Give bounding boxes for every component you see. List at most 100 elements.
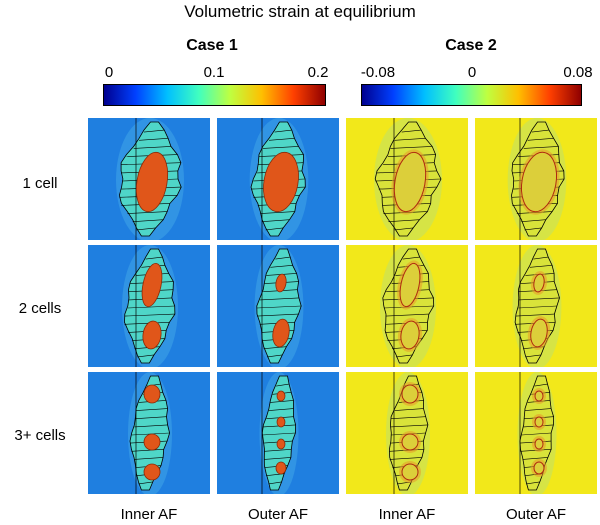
mesh-line (270, 265, 293, 268)
cell (263, 151, 299, 213)
mesh-line (132, 219, 164, 222)
mesh-line (394, 408, 424, 411)
mesh-line (391, 416, 426, 419)
cell (275, 461, 287, 475)
cell (143, 433, 161, 451)
strain-panel (217, 372, 339, 494)
mesh-line (525, 354, 542, 358)
cell (135, 151, 169, 213)
mesh-line (522, 457, 548, 460)
strain-panel (217, 245, 339, 367)
strain-panel (475, 372, 597, 494)
mesh-line (268, 481, 282, 485)
mesh-line (262, 146, 299, 149)
cell (399, 382, 421, 406)
mesh-line (136, 227, 156, 231)
mesh-line (526, 481, 540, 485)
mesh-line (518, 297, 560, 301)
cell (276, 438, 286, 450)
mesh-line (518, 305, 557, 309)
cell (527, 316, 551, 350)
cell (532, 388, 546, 404)
mesh-line (529, 265, 553, 268)
strain-panel (475, 245, 597, 367)
mesh-line (136, 408, 168, 411)
strain-panel (88, 372, 210, 494)
mesh-line (124, 313, 175, 317)
mesh-line (262, 219, 290, 222)
mesh-line (269, 138, 295, 141)
mesh-line (137, 354, 155, 358)
mesh-line (267, 354, 283, 358)
mesh-line (265, 227, 284, 231)
mesh-line (390, 146, 433, 149)
row-label-3-cells: 3+ cells (14, 427, 66, 444)
case-2-tick-2: 0.08 (563, 64, 593, 81)
case-1-title: Case 1 (186, 37, 238, 54)
case-1-tick-2: 0.2 (307, 64, 329, 81)
case-1-tick-0: 0 (104, 64, 114, 81)
mesh-line (534, 383, 548, 387)
col-label-inner-af-case-1: Inner AF (120, 506, 178, 523)
mesh-line (527, 138, 554, 141)
col-label-inner-af-case-2: Inner AF (378, 506, 436, 523)
case-2-title: Case 2 (445, 37, 497, 54)
cell (397, 260, 423, 310)
case-2-tick-1: 0 (467, 64, 477, 81)
cell (518, 149, 560, 215)
mesh-line (124, 322, 170, 325)
cell (275, 273, 287, 293)
case-2-colorbar-gradient (361, 84, 582, 106)
mesh-line (521, 219, 546, 222)
cell (399, 431, 421, 453)
mesh-line (264, 449, 292, 452)
mesh-line (275, 256, 291, 260)
mesh-line (134, 424, 168, 428)
mesh-line (268, 408, 294, 411)
cell (397, 318, 423, 352)
strain-panel (217, 118, 339, 240)
mesh-line (262, 432, 296, 436)
mesh-line (276, 383, 290, 387)
mesh-line (127, 211, 168, 214)
mesh-line (145, 256, 163, 260)
mesh-line (515, 313, 555, 317)
mesh-line (390, 424, 428, 428)
mesh-line (402, 256, 420, 260)
strain-panel (346, 372, 468, 494)
mesh-line (133, 146, 171, 149)
case-1-colorbar-gradient (103, 84, 326, 106)
cell (532, 414, 546, 430)
mesh-line (396, 354, 413, 358)
mesh-line (256, 305, 302, 309)
mesh-line (533, 256, 549, 260)
mesh-line (135, 416, 167, 419)
mesh-line (523, 146, 559, 149)
mesh-line (264, 457, 291, 460)
row-label-2-cells: 2 cells (18, 300, 62, 317)
cell (532, 436, 546, 452)
mesh-line (256, 313, 299, 317)
mesh-line (270, 400, 294, 403)
mesh-line (133, 457, 164, 460)
cell (141, 262, 163, 308)
mesh-line (385, 313, 429, 317)
cell (399, 461, 421, 483)
mesh-line (521, 432, 552, 436)
mesh-line (139, 138, 169, 141)
strain-panel (346, 118, 468, 240)
mesh-line (394, 227, 414, 231)
mesh-line (531, 129, 550, 133)
strain-panel (346, 245, 468, 367)
mesh-line (143, 129, 165, 133)
cell (530, 271, 548, 295)
mesh-line (401, 129, 422, 133)
mesh-line (260, 211, 295, 214)
mesh-line (388, 219, 420, 222)
figure-title: Volumetric strain at equilibrium (184, 2, 416, 21)
cell (143, 384, 161, 404)
strain-panel (88, 245, 210, 367)
strain-panel (475, 118, 597, 240)
row-label-1-cell: 1 cell (22, 175, 58, 192)
mesh-line (131, 449, 164, 452)
